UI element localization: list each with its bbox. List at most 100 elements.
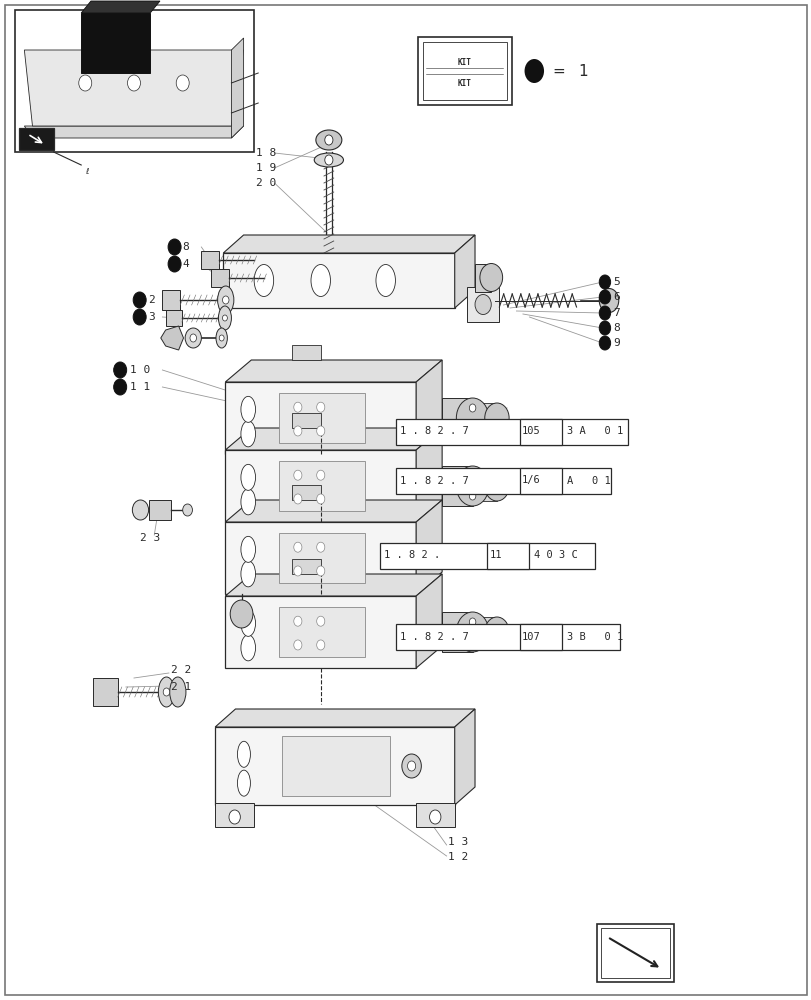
Text: 7: 7: [612, 308, 619, 318]
Bar: [415, 803, 454, 827]
Polygon shape: [454, 709, 474, 805]
Circle shape: [324, 155, 333, 165]
Ellipse shape: [218, 306, 231, 330]
Circle shape: [219, 335, 224, 341]
Polygon shape: [415, 574, 441, 668]
Circle shape: [163, 688, 169, 696]
Circle shape: [127, 75, 140, 91]
Bar: [15, 10, 254, 152]
Ellipse shape: [217, 286, 234, 314]
Text: 4: 4: [182, 259, 189, 269]
Circle shape: [316, 616, 324, 626]
Bar: [441, 466, 472, 506]
Text: 105: 105: [521, 426, 540, 436]
Polygon shape: [225, 428, 441, 450]
Circle shape: [79, 75, 92, 91]
Ellipse shape: [375, 265, 395, 297]
Text: KIT: KIT: [457, 58, 471, 67]
Circle shape: [474, 294, 491, 314]
Circle shape: [469, 404, 475, 412]
Polygon shape: [161, 326, 183, 350]
Text: 8: 8: [612, 323, 619, 333]
Bar: [19, 128, 54, 150]
Bar: [423, 42, 506, 100]
Circle shape: [316, 494, 324, 504]
Bar: [292, 345, 320, 360]
Circle shape: [294, 566, 302, 576]
Circle shape: [190, 334, 196, 342]
Circle shape: [182, 504, 192, 516]
Ellipse shape: [237, 770, 250, 796]
Bar: [278, 533, 364, 583]
Bar: [215, 803, 254, 827]
Bar: [93, 678, 118, 706]
Circle shape: [294, 616, 302, 626]
Circle shape: [407, 761, 415, 771]
Bar: [292, 559, 320, 574]
Text: 3 B   0 1: 3 B 0 1: [566, 632, 622, 642]
Circle shape: [294, 494, 302, 504]
Circle shape: [114, 379, 127, 395]
Bar: [596, 924, 673, 982]
Bar: [472, 403, 496, 433]
Circle shape: [316, 566, 324, 576]
Text: 8: 8: [182, 242, 189, 252]
Bar: [211, 269, 229, 287]
Text: ℓ: ℓ: [85, 167, 88, 176]
Text: KIT: KIT: [457, 79, 471, 88]
Polygon shape: [415, 428, 441, 522]
Bar: [162, 290, 180, 310]
Circle shape: [294, 542, 302, 552]
Bar: [441, 398, 472, 438]
Text: 1 . 8 2 . 7: 1 . 8 2 . 7: [400, 632, 469, 642]
Bar: [600, 928, 669, 978]
Circle shape: [469, 638, 475, 646]
Text: =: =: [551, 64, 564, 79]
Text: 2 0: 2 0: [255, 178, 276, 188]
Circle shape: [316, 640, 324, 650]
Ellipse shape: [237, 741, 250, 767]
Bar: [292, 485, 320, 500]
Text: 2 2: 2 2: [170, 665, 191, 675]
Polygon shape: [415, 500, 441, 594]
Circle shape: [294, 402, 302, 412]
Bar: [418, 37, 511, 105]
Ellipse shape: [315, 130, 341, 150]
Text: 1 . 8 2 . 7: 1 . 8 2 . 7: [400, 476, 469, 486]
Bar: [487, 542, 529, 568]
Circle shape: [132, 500, 148, 520]
Bar: [225, 450, 415, 522]
Circle shape: [479, 264, 502, 292]
Circle shape: [429, 810, 440, 824]
Text: 1 8: 1 8: [255, 148, 276, 158]
Bar: [466, 287, 499, 322]
Polygon shape: [415, 360, 441, 454]
Circle shape: [469, 472, 475, 480]
Ellipse shape: [241, 489, 255, 515]
Ellipse shape: [216, 328, 227, 348]
Text: 1: 1: [577, 64, 587, 79]
Text: 6: 6: [612, 292, 619, 302]
Bar: [278, 461, 364, 511]
Bar: [441, 612, 472, 652]
Bar: [519, 468, 561, 494]
Circle shape: [114, 362, 127, 378]
Ellipse shape: [311, 265, 330, 297]
Ellipse shape: [158, 677, 174, 707]
Polygon shape: [81, 1, 160, 13]
Circle shape: [294, 470, 302, 480]
Circle shape: [599, 321, 610, 335]
Circle shape: [294, 426, 302, 436]
Text: 2 1: 2 1: [170, 682, 191, 692]
Ellipse shape: [241, 610, 255, 636]
Ellipse shape: [241, 536, 255, 562]
Text: 1 . 8 2 . 7: 1 . 8 2 . 7: [400, 426, 469, 436]
Text: 11: 11: [489, 550, 501, 560]
Bar: [225, 522, 415, 594]
Circle shape: [222, 296, 229, 304]
Text: 3: 3: [148, 312, 154, 322]
Circle shape: [469, 492, 475, 500]
Ellipse shape: [254, 265, 273, 297]
Circle shape: [324, 135, 333, 145]
Bar: [225, 382, 415, 454]
